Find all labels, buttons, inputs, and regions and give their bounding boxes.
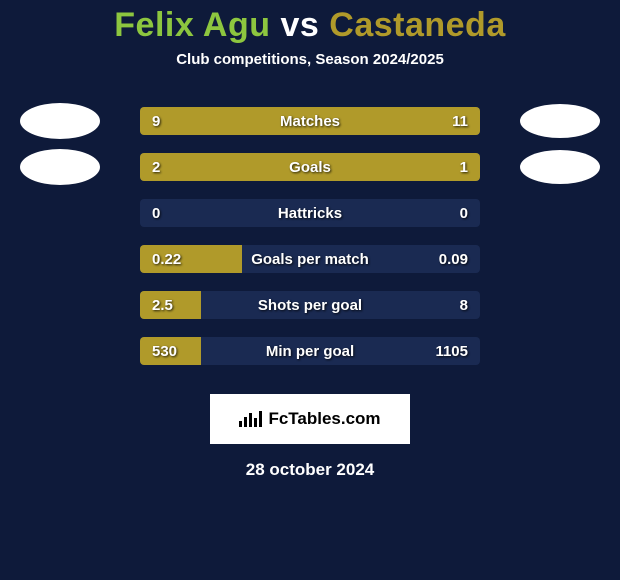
stat-value-left: 9 [140, 107, 172, 135]
page-title: Felix Agu vs Castaneda [0, 0, 620, 45]
date-text: 28 october 2024 [0, 460, 620, 480]
stat-row: 0 0Hattricks [0, 190, 620, 236]
player-right-name: Castaneda [329, 6, 505, 44]
logo-text: FcTables.com [268, 409, 380, 429]
comparison-card: Felix Agu vs Castaneda Club competitions… [0, 0, 620, 580]
stat-bar-left-fill [140, 153, 364, 181]
stat-row: 21Goals [0, 144, 620, 190]
stat-value-left: 0 [140, 199, 172, 227]
logo-box: FcTables.com [210, 394, 410, 444]
player-left-avatar [20, 149, 100, 185]
player-right-avatar [520, 104, 600, 138]
stat-row: 911Matches [0, 98, 620, 144]
stat-bar: 0 0Hattricks [140, 199, 480, 227]
stat-row: 5301105Min per goal [0, 328, 620, 374]
stat-value-right: 11 [440, 107, 480, 135]
stat-value-left: 0.22 [140, 245, 193, 273]
player-left-avatar [20, 103, 100, 139]
stat-value-right: 1 [448, 153, 480, 181]
stat-bar: 2.58Shots per goal [140, 291, 480, 319]
bar-chart-icon [239, 411, 262, 427]
player-left-name: Felix Agu [114, 6, 270, 44]
stat-label: Hattricks [140, 199, 480, 227]
stat-value-right: 1105 [423, 337, 480, 365]
stat-bar: 5301105Min per goal [140, 337, 480, 365]
player-right-avatar [520, 150, 600, 184]
stat-value-right: 0.09 [427, 245, 480, 273]
stat-row: 0.220.09Goals per match [0, 236, 620, 282]
stat-value-right: 8 [448, 291, 480, 319]
stat-rows: 911Matches21Goals00Hattricks0.220.09Goal… [0, 98, 620, 374]
stat-value-left: 2 [140, 153, 172, 181]
stat-row: 2.58Shots per goal [0, 282, 620, 328]
stat-bar: 21Goals [140, 153, 480, 181]
stat-value-right: 0 [448, 199, 480, 227]
title-vs: vs [280, 6, 319, 44]
stat-bar: 911Matches [140, 107, 480, 135]
subtitle: Club competitions, Season 2024/2025 [0, 51, 620, 68]
stat-value-left: 530 [140, 337, 189, 365]
stat-bar: 0.220.09Goals per match [140, 245, 480, 273]
stat-value-left: 2.5 [140, 291, 185, 319]
